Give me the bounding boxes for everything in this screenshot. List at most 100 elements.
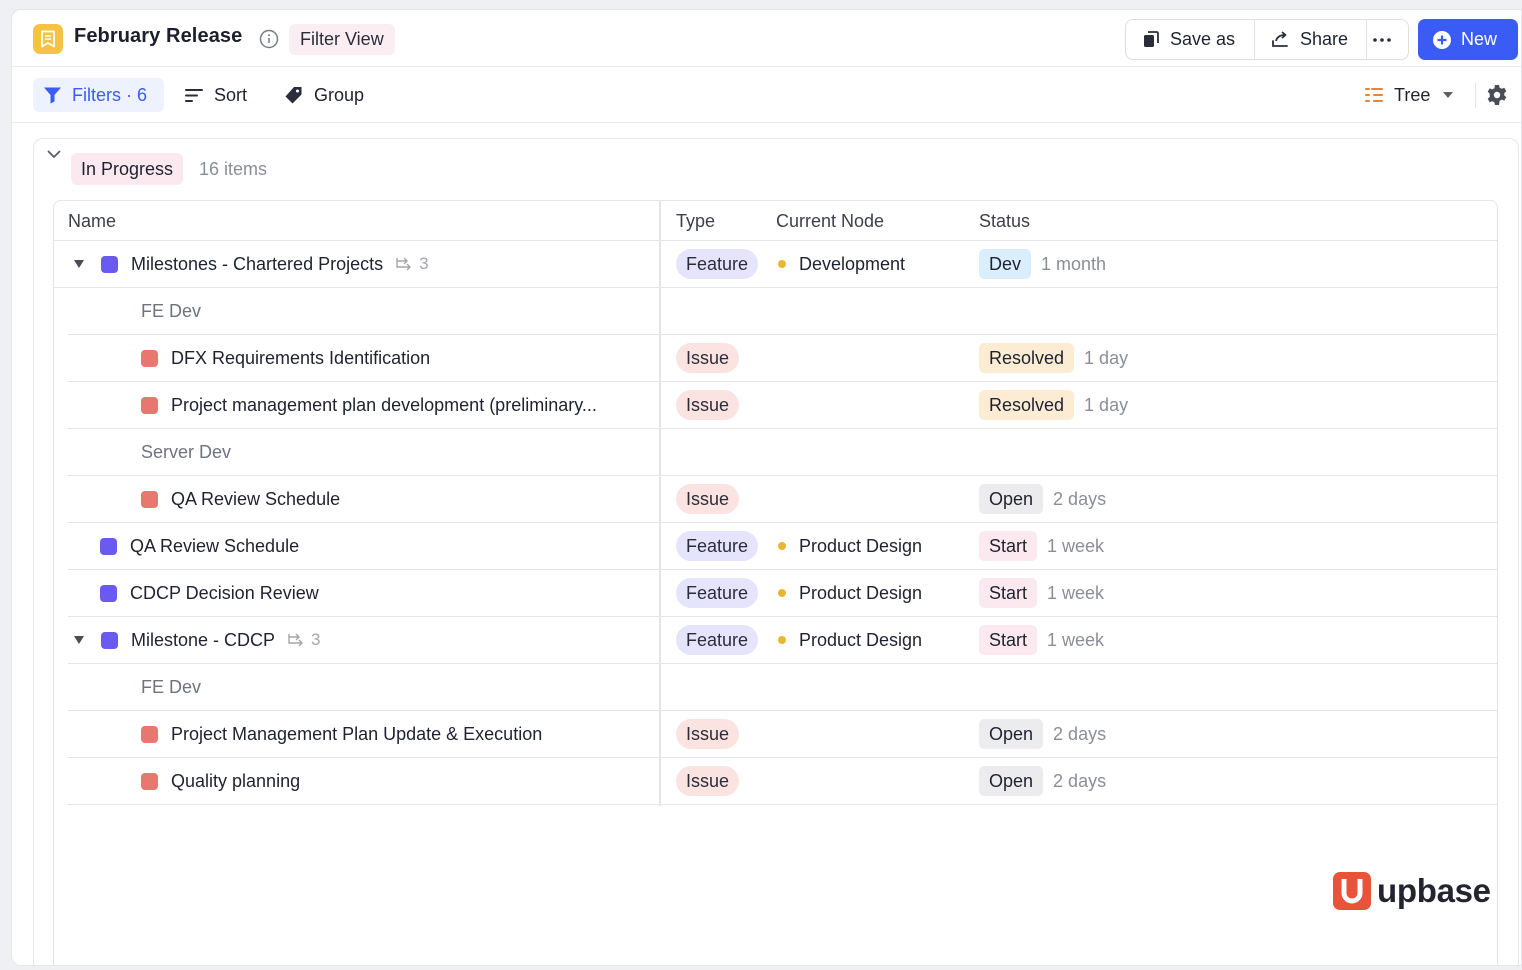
node-name[interactable]: Product Design [799, 582, 923, 603]
table-row[interactable]: QA Review Schedule Feature Product Desig… [68, 523, 1497, 570]
subitem-count-value: 3 [311, 630, 321, 649]
more-options-button[interactable] [1367, 20, 1408, 59]
subitem-count: 3 [287, 630, 321, 650]
type-badge[interactable]: Issue [676, 719, 740, 749]
issue-color-icon [141, 396, 158, 414]
node-dot-icon [778, 260, 786, 268]
tree-list-icon [1365, 88, 1383, 102]
type-badge[interactable]: Feature [676, 249, 759, 279]
item-name[interactable]: Project Management Plan Update & Executi… [171, 723, 543, 744]
status-duration: 1 month [1041, 253, 1107, 274]
status-badge[interactable]: Start [979, 625, 1038, 655]
item-name[interactable]: Milestones - Chartered Projects [131, 253, 384, 274]
node-cell: Product Design [778, 523, 922, 569]
info-icon[interactable] [259, 29, 279, 49]
item-name[interactable]: Project management plan development (pre… [171, 394, 597, 415]
table-row[interactable]: DFX Requirements Identification Issue Re… [68, 335, 1497, 382]
item-name[interactable]: Quality planning [171, 770, 301, 791]
subgroup-row: FE Dev [68, 288, 1497, 335]
sort-label: Sort [214, 84, 248, 105]
sort-button[interactable]: Sort [185, 78, 247, 112]
type-badge[interactable]: Issue [676, 484, 740, 514]
node-cell: Development [778, 241, 905, 287]
plus-circle-icon [1433, 30, 1451, 49]
filters-button[interactable]: Filters · 6 [33, 78, 164, 112]
type-badge[interactable]: Feature [676, 625, 759, 655]
status-cell: Dev 1 month [979, 241, 1106, 287]
type-cell: Issue [676, 758, 740, 804]
subitems-icon [396, 257, 412, 271]
status-badge[interactable]: Start [979, 531, 1038, 561]
column-header-status[interactable]: Status [979, 211, 1031, 231]
table-row[interactable]: Milestones - Chartered Projects 3 Featur… [54, 241, 1497, 288]
item-name[interactable]: Milestone - CDCP [131, 629, 276, 650]
page-title: February Release [74, 25, 243, 47]
status-cell: Start 1 week [979, 523, 1104, 569]
column-header-current-node[interactable]: Current Node [776, 211, 885, 231]
issue-color-icon [141, 725, 158, 743]
group-button[interactable]: Group [284, 78, 364, 112]
settings-button[interactable] [1486, 84, 1508, 106]
status-badge[interactable]: Open [979, 719, 1044, 749]
status-badge[interactable]: Open [979, 766, 1044, 796]
filter-icon [44, 87, 61, 104]
item-name[interactable]: DFX Requirements Identification [171, 347, 431, 368]
feature-color-icon [100, 584, 117, 602]
subitems-icon [288, 633, 304, 647]
status-badge[interactable]: Open [979, 484, 1044, 514]
node-name[interactable]: Product Design [799, 535, 923, 556]
column-header-name[interactable]: Name [68, 211, 117, 231]
group-name-chip[interactable]: In Progress [71, 153, 184, 185]
items-table: Name Type Current Node Status Milestones… [53, 200, 1498, 965]
group-item-count: 16 items [199, 159, 268, 179]
gear-icon [1487, 85, 1507, 105]
name-cell: CDCP Decision Review [100, 570, 319, 616]
name-cell: Milestone - CDCP 3 [74, 617, 321, 663]
item-name[interactable]: CDCP Decision Review [130, 582, 319, 603]
table-row[interactable]: Quality planning Issue Open 2 days [68, 758, 1497, 805]
name-cell: Quality planning [141, 758, 300, 804]
expand-caret-icon[interactable] [74, 260, 84, 268]
tag-icon [285, 86, 302, 103]
node-name[interactable]: Product Design [799, 629, 923, 650]
table-row[interactable]: CDCP Decision Review Feature Product Des… [68, 570, 1497, 617]
type-badge[interactable]: Issue [676, 390, 740, 420]
status-duration: 1 day [1084, 347, 1129, 368]
table-row[interactable]: Project management plan development (pre… [68, 382, 1497, 429]
item-name[interactable]: QA Review Schedule [171, 488, 341, 509]
subitem-count: 3 [395, 254, 429, 274]
feature-color-icon [100, 537, 117, 555]
item-name[interactable]: QA Review Schedule [130, 535, 300, 556]
type-badge[interactable]: Feature [676, 578, 759, 608]
status-badge[interactable]: Resolved [979, 343, 1075, 373]
table-row[interactable]: Milestone - CDCP 3 Feature Product Desig… [68, 617, 1497, 664]
node-dot-icon [778, 636, 786, 644]
node-name[interactable]: Development [799, 253, 906, 274]
expand-caret-icon[interactable] [74, 636, 84, 644]
brand-logo: upbase [1333, 872, 1491, 910]
share-label: Share [1300, 29, 1349, 49]
type-badge[interactable]: Feature [676, 531, 759, 561]
view-type-chip[interactable]: Filter View [289, 24, 395, 55]
type-badge[interactable]: Issue [676, 766, 740, 796]
share-icon [1272, 31, 1288, 47]
status-duration: 1 week [1047, 535, 1105, 556]
table-row[interactable]: QA Review Schedule Issue Open 2 days [68, 476, 1497, 523]
chevron-down-icon[interactable] [47, 150, 61, 159]
issue-color-icon [141, 772, 158, 790]
view-mode-dropdown[interactable]: Tree [1365, 78, 1454, 112]
save-as-button[interactable]: Save as [1126, 20, 1255, 59]
table-row[interactable]: Project Management Plan Update & Executi… [68, 711, 1497, 758]
status-cell: Resolved 1 day [979, 382, 1128, 428]
type-badge[interactable]: Issue [676, 343, 740, 373]
column-header-type[interactable]: Type [676, 211, 716, 231]
status-cell: Start 1 week [979, 617, 1104, 663]
status-badge[interactable]: Start [979, 578, 1038, 608]
status-badge[interactable]: Resolved [979, 390, 1075, 420]
copy-icon [1144, 31, 1159, 47]
name-cell: Project management plan development (pre… [141, 382, 597, 428]
column-divider [659, 201, 661, 806]
status-badge[interactable]: Dev [979, 249, 1032, 279]
new-button[interactable]: New [1418, 19, 1518, 60]
share-button[interactable]: Share [1255, 20, 1367, 59]
